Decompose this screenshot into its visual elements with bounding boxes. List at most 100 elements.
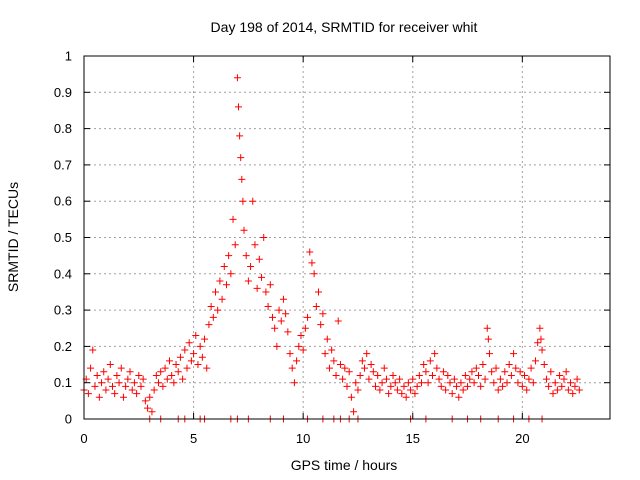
data-point (87, 364, 95, 372)
data-point (407, 386, 415, 394)
data-point (444, 371, 452, 379)
data-point (155, 379, 163, 387)
x-tick-label: 20 (515, 431, 529, 446)
data-point (382, 375, 390, 383)
data-point (558, 382, 566, 390)
data-point (144, 404, 152, 412)
data-point (562, 368, 570, 376)
data-point (393, 386, 401, 394)
data-point (266, 281, 274, 289)
data-point (218, 295, 226, 303)
data-point (297, 332, 305, 340)
data-point (332, 371, 340, 379)
data-point (279, 295, 287, 303)
data-point (220, 263, 228, 271)
data-point (426, 357, 434, 365)
data-point (453, 382, 461, 390)
y-tick-label: 0.6 (54, 194, 72, 209)
data-point (284, 328, 292, 336)
data-point (571, 382, 579, 390)
y-tick-label: 1 (65, 49, 72, 64)
data-point (295, 342, 303, 350)
data-point (185, 339, 193, 347)
data-point (352, 379, 360, 387)
data-point (537, 335, 545, 343)
data-point (212, 288, 219, 296)
data-point (336, 361, 344, 369)
data-point (510, 350, 518, 358)
data-point (319, 310, 327, 318)
data-point (161, 364, 169, 372)
data-point (477, 382, 485, 390)
data-point (404, 379, 412, 387)
data-point (376, 386, 384, 394)
data-point (499, 382, 507, 390)
data-point (130, 379, 138, 387)
data-point (306, 248, 314, 256)
data-point (240, 226, 248, 234)
data-point (389, 371, 397, 379)
data-point (354, 386, 362, 394)
data-point (225, 252, 233, 260)
data-point (165, 357, 173, 365)
data-point (159, 382, 167, 390)
data-point (485, 350, 493, 358)
data-point (442, 386, 450, 394)
data-point (170, 379, 178, 387)
data-point (84, 390, 92, 398)
data-point (209, 313, 217, 321)
data-point (527, 364, 535, 372)
data-point (89, 346, 97, 354)
data-point (435, 375, 443, 383)
data-point (470, 379, 478, 387)
data-point (91, 382, 99, 390)
data-point (521, 371, 529, 379)
data-point (479, 361, 487, 369)
y-tick-label: 0.3 (54, 303, 72, 318)
data-point (341, 364, 349, 372)
data-point (547, 368, 555, 376)
data-point (398, 390, 406, 398)
x-tick-label: 5 (190, 431, 197, 446)
data-point (450, 375, 458, 383)
data-point (325, 364, 333, 372)
gridlines (84, 56, 610, 419)
data-point (249, 197, 257, 205)
x-tick-label: 10 (296, 431, 310, 446)
data-point (117, 364, 125, 372)
data-point (179, 375, 187, 383)
data-point (150, 386, 158, 394)
data-point (174, 368, 182, 376)
data-point (148, 408, 156, 416)
data-point (415, 371, 423, 379)
data-point (424, 379, 432, 387)
data-point (484, 335, 492, 343)
y-tick-label: 0.5 (54, 230, 72, 245)
data-point (420, 361, 428, 369)
data-point (251, 241, 259, 249)
data-point (387, 382, 395, 390)
data-point (216, 277, 224, 285)
data-point (205, 321, 213, 329)
data-point (111, 390, 119, 398)
data-point (282, 310, 290, 318)
data-point (163, 375, 171, 383)
data-point (437, 382, 445, 390)
data-point (133, 390, 141, 398)
data-point (108, 382, 116, 390)
data-point (227, 270, 235, 278)
data-point (137, 382, 145, 390)
data-point (374, 371, 382, 379)
data-point (367, 361, 375, 369)
data-point (168, 371, 176, 379)
data-point (385, 390, 393, 398)
data-point (299, 346, 307, 354)
data-point (231, 241, 239, 249)
data-point (472, 364, 480, 372)
data-point (139, 375, 147, 383)
data-point (157, 368, 165, 376)
plot-frame (83, 55, 611, 420)
data-point (310, 270, 318, 278)
data-point (448, 390, 456, 398)
